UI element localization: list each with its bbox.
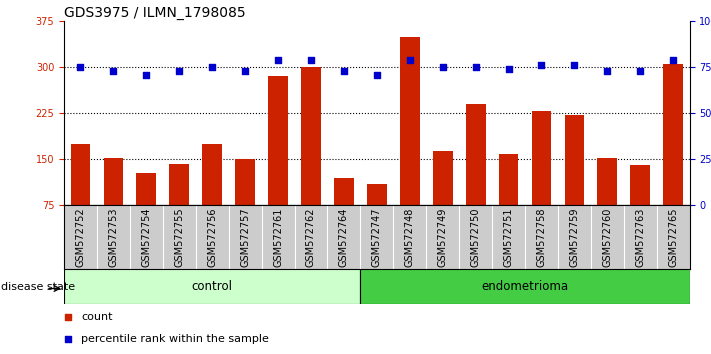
Bar xyxy=(565,115,584,205)
Point xyxy=(470,64,481,70)
Text: GSM572762: GSM572762 xyxy=(306,207,316,267)
Text: count: count xyxy=(81,312,112,322)
Bar xyxy=(663,64,683,205)
Point xyxy=(305,57,316,63)
Bar xyxy=(104,158,123,205)
Text: GSM572753: GSM572753 xyxy=(108,207,119,267)
Bar xyxy=(466,104,486,205)
Bar xyxy=(268,76,288,205)
Text: GSM572751: GSM572751 xyxy=(503,207,513,267)
Text: GSM572754: GSM572754 xyxy=(141,207,151,267)
Bar xyxy=(334,178,354,205)
Text: GSM572756: GSM572756 xyxy=(207,207,217,267)
Point xyxy=(602,68,613,74)
Text: GSM572747: GSM572747 xyxy=(372,207,382,267)
Point xyxy=(503,66,514,72)
Text: endometrioma: endometrioma xyxy=(481,280,569,293)
Point xyxy=(107,68,119,74)
Text: percentile rank within the sample: percentile rank within the sample xyxy=(81,334,269,344)
Text: disease state: disease state xyxy=(1,282,75,292)
Bar xyxy=(532,112,551,205)
Text: GSM572761: GSM572761 xyxy=(273,207,283,267)
Text: GSM572759: GSM572759 xyxy=(570,207,579,267)
Text: GSM572749: GSM572749 xyxy=(438,207,448,267)
Bar xyxy=(70,144,90,205)
Text: control: control xyxy=(192,280,232,293)
Text: GSM572764: GSM572764 xyxy=(339,207,349,267)
Bar xyxy=(169,164,189,205)
Point xyxy=(311,23,322,29)
Text: GSM572765: GSM572765 xyxy=(668,207,678,267)
Point xyxy=(635,68,646,74)
Point xyxy=(272,57,284,63)
Bar xyxy=(64,269,360,304)
Bar xyxy=(631,165,650,205)
Point xyxy=(569,63,580,68)
Text: GSM572757: GSM572757 xyxy=(240,207,250,267)
Text: GSM572750: GSM572750 xyxy=(471,207,481,267)
Text: GSM572763: GSM572763 xyxy=(635,207,646,267)
Bar xyxy=(235,159,255,205)
Text: GSM572752: GSM572752 xyxy=(75,207,85,267)
Bar xyxy=(137,173,156,205)
Point xyxy=(338,68,350,74)
Text: GSM572755: GSM572755 xyxy=(174,207,184,267)
Point xyxy=(75,64,86,70)
Point xyxy=(668,57,679,63)
Point xyxy=(311,220,322,226)
Point xyxy=(536,63,547,68)
Point xyxy=(240,68,251,74)
Point xyxy=(206,64,218,70)
Point xyxy=(141,72,152,78)
Bar xyxy=(367,184,387,205)
Bar xyxy=(301,67,321,205)
Bar xyxy=(433,151,453,205)
Bar xyxy=(360,269,690,304)
Text: GSM572758: GSM572758 xyxy=(537,207,547,267)
Text: GSM572748: GSM572748 xyxy=(405,207,415,267)
Bar xyxy=(498,154,518,205)
Text: GSM572760: GSM572760 xyxy=(602,207,612,267)
Bar xyxy=(597,158,617,205)
Bar xyxy=(400,36,419,205)
Bar xyxy=(203,144,222,205)
Point xyxy=(437,64,449,70)
Point xyxy=(404,57,415,63)
Text: GDS3975 / ILMN_1798085: GDS3975 / ILMN_1798085 xyxy=(64,6,245,20)
Point xyxy=(173,68,185,74)
Point xyxy=(371,72,383,78)
